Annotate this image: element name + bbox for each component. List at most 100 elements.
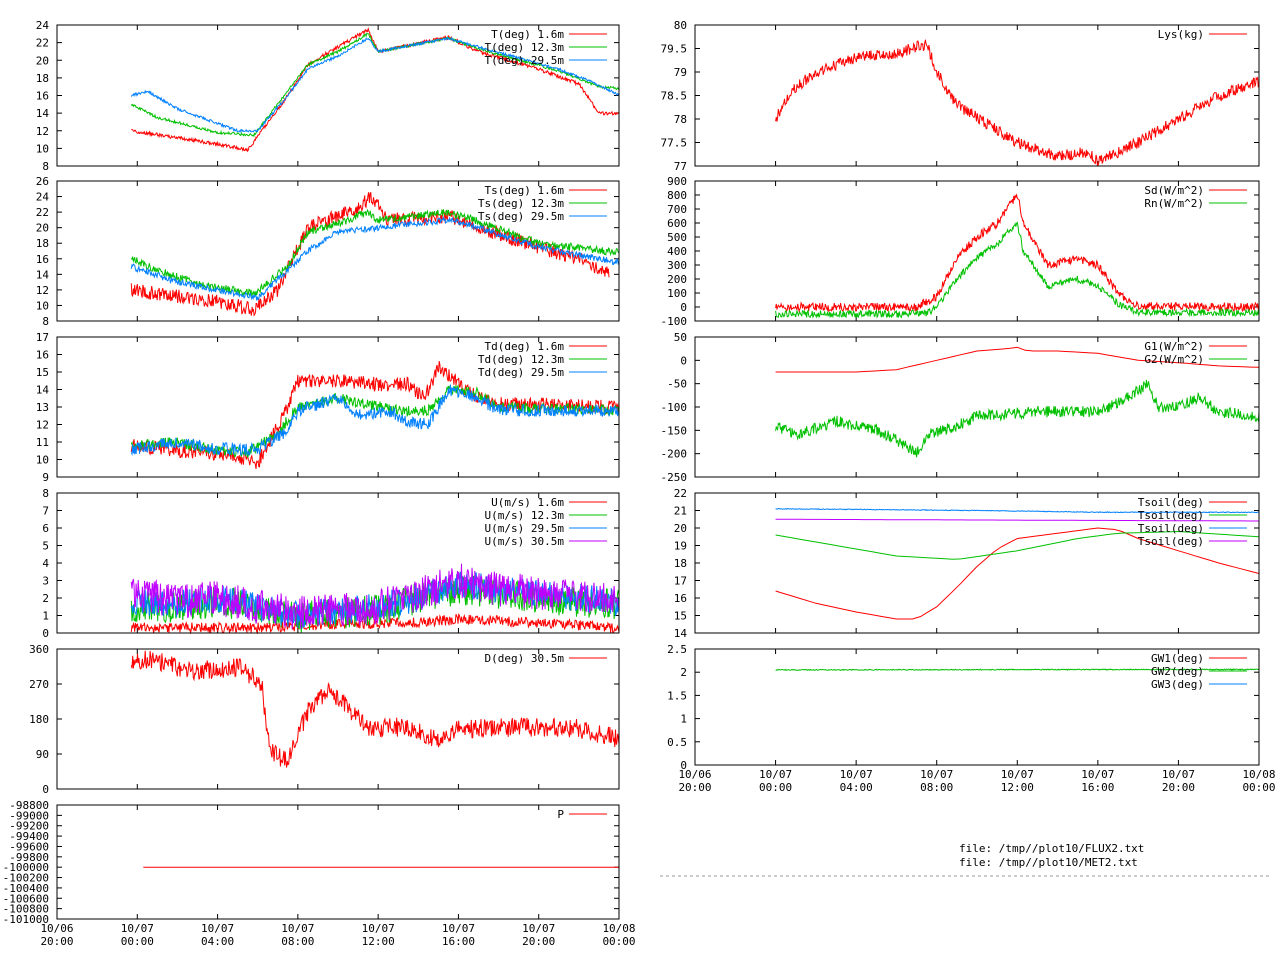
y-tick-label: 16 bbox=[36, 349, 49, 362]
y-tick-label: 22 bbox=[36, 206, 49, 219]
y-tick-label: -99800 bbox=[9, 851, 49, 864]
y-tick-label: -101000 bbox=[3, 913, 49, 926]
y-tick-label: 20 bbox=[674, 522, 687, 535]
chart-air-temp: 8 10 12 14 16 18 20 22 24 T(deg) 1.6mT(deg) 12.3m… bbox=[36, 19, 620, 173]
y-tick-label: 360 bbox=[29, 643, 49, 656]
y-tick-label: -99400 bbox=[9, 830, 49, 843]
y-tick-label: -100400 bbox=[3, 882, 49, 895]
y-tick-label: 15 bbox=[674, 610, 687, 623]
y-tick-label: 600 bbox=[667, 217, 687, 230]
legend-label: Tsoil(deg) bbox=[1138, 522, 1204, 535]
y-tick-label: 270 bbox=[29, 678, 49, 691]
legend-label: GW2(deg) bbox=[1151, 665, 1204, 678]
y-tick-label: 22 bbox=[674, 487, 687, 500]
y-tick-label: 16 bbox=[674, 592, 687, 605]
y-tick-label: 7 bbox=[42, 505, 49, 518]
x-tick-label-date: 10/07 bbox=[522, 922, 555, 935]
series-line-blue bbox=[130, 35, 620, 134]
legend-label: Rn(W/m^2) bbox=[1144, 197, 1204, 210]
series-line-red bbox=[775, 193, 1260, 313]
plot-frame bbox=[56, 804, 620, 920]
x-tick-label-date: 10/07 bbox=[442, 922, 475, 935]
y-tick-label: -100 bbox=[661, 315, 688, 328]
y-tick-label: 8 bbox=[42, 160, 49, 173]
y-tick-label: 0.5 bbox=[667, 736, 687, 749]
x-tick-label-time: 04:00 bbox=[840, 781, 873, 794]
plot-frame bbox=[56, 648, 620, 790]
y-tick-label: 200 bbox=[667, 273, 687, 286]
plot-frame bbox=[694, 492, 1260, 634]
x-tick-label-date: 10/07 bbox=[362, 922, 395, 935]
y-tick-label: 0 bbox=[42, 627, 49, 640]
y-tick-label: 26 bbox=[36, 175, 49, 188]
y-tick-label: -99600 bbox=[9, 840, 49, 853]
x-tick-label-time: 00:00 bbox=[121, 935, 154, 948]
y-tick-label: 11 bbox=[36, 436, 49, 449]
y-tick-label: 800 bbox=[667, 189, 687, 202]
plot-frame bbox=[56, 180, 620, 322]
y-tick-label: 1.5 bbox=[667, 689, 687, 702]
legend-label: Sd(W/m^2) bbox=[1144, 184, 1204, 197]
x-tick-label-date: 10/07 bbox=[1001, 768, 1034, 781]
x-tick-label-date: 10/07 bbox=[201, 922, 234, 935]
y-tick-label: 10 bbox=[36, 299, 49, 312]
y-tick-label: -99000 bbox=[9, 809, 49, 822]
y-tick-label: 18 bbox=[36, 237, 49, 250]
x-tick-label-date: 10/06 bbox=[40, 922, 73, 935]
x-tick-label-time: 16:00 bbox=[442, 935, 475, 948]
y-tick-label: 17 bbox=[674, 575, 687, 588]
y-tick-label: 3 bbox=[42, 575, 49, 588]
series-line-green bbox=[130, 208, 620, 297]
plot-frame bbox=[56, 492, 620, 634]
x-tick-label-date: 10/07 bbox=[759, 768, 792, 781]
legend-label: Tsoil(deg) bbox=[1138, 509, 1204, 522]
chart-pressure: -101000-100800-100600-100400-100200-1000… bbox=[3, 799, 636, 948]
legend-label: P bbox=[557, 808, 564, 821]
series-line-purple bbox=[775, 518, 1259, 522]
chart-soil-temp: 141516171819202122Tsoil(deg)Tsoil(deg)Ts… bbox=[674, 487, 1260, 640]
y-tick-label: 78 bbox=[674, 113, 687, 126]
y-tick-label: -50 bbox=[667, 378, 687, 391]
legend-label: Tsoil(deg) bbox=[1138, 496, 1204, 509]
x-tick-label-time: 04:00 bbox=[201, 935, 234, 948]
x-tick-label-time: 00:00 bbox=[759, 781, 792, 794]
x-tick-label-date: 10/06 bbox=[678, 768, 711, 781]
y-tick-label: -100600 bbox=[3, 892, 49, 905]
legend-label: U(m/s) 12.3m bbox=[485, 509, 565, 522]
series-line-blue bbox=[775, 508, 1260, 514]
y-tick-label: -200 bbox=[661, 448, 688, 461]
legend-label: T(deg) 1.6m bbox=[491, 28, 564, 41]
x-tick-label-date: 10/07 bbox=[840, 768, 873, 781]
y-tick-label: 8 bbox=[42, 315, 49, 328]
x-tick-label-time: 20:00 bbox=[1162, 781, 1195, 794]
series-line-red bbox=[775, 39, 1260, 167]
file-note-flux: file: /tmp//plot10/FLUX2.txt bbox=[959, 842, 1144, 855]
y-tick-label: 2 bbox=[680, 666, 687, 679]
y-tick-label: -100800 bbox=[3, 903, 49, 916]
y-tick-label: 0 bbox=[680, 759, 687, 772]
y-tick-label: 16 bbox=[36, 253, 49, 266]
y-tick-label: 8 bbox=[42, 487, 49, 500]
x-tick-label-time: 00:00 bbox=[602, 935, 635, 948]
x-tick-label-time: 08:00 bbox=[920, 781, 953, 794]
y-tick-label: 12 bbox=[36, 284, 49, 297]
y-tick-label: 13 bbox=[36, 401, 49, 414]
plot-frame bbox=[694, 648, 1260, 766]
x-tick-label-time: 08:00 bbox=[281, 935, 314, 948]
y-tick-label: 77 bbox=[674, 160, 687, 173]
chart-soil-flux: -250 -200 -150 -100 -50 0 50 G1(W/m^2)G2(W/m^2) bbox=[661, 331, 1260, 484]
y-tick-label: 400 bbox=[667, 245, 687, 258]
y-tick-label: 90 bbox=[36, 748, 49, 761]
y-tick-label: 22 bbox=[36, 37, 49, 50]
legend-label: U(m/s) 30.5m bbox=[485, 535, 565, 548]
y-tick-label: -98800 bbox=[9, 799, 49, 812]
plot-frame bbox=[56, 336, 620, 478]
y-tick-label: 80 bbox=[674, 19, 687, 32]
plot-frame bbox=[694, 24, 1260, 167]
plot-frame bbox=[56, 24, 620, 167]
y-tick-label: 79 bbox=[674, 66, 687, 79]
y-tick-label: 18 bbox=[674, 557, 687, 570]
plot-frame bbox=[694, 180, 1260, 322]
